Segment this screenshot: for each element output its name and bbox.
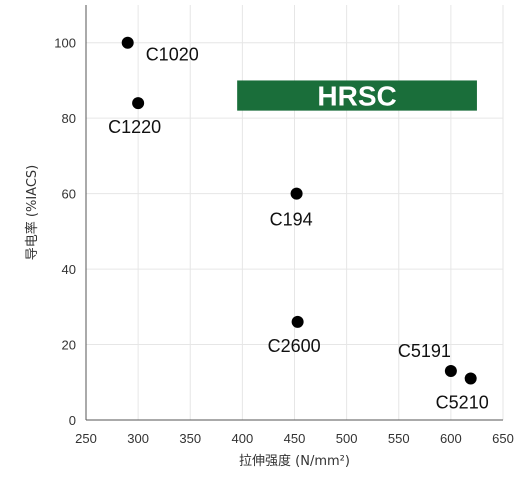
data-point — [464, 372, 477, 385]
y-tick-label: 60 — [62, 187, 76, 202]
data-point-label: C2600 — [268, 336, 321, 356]
data-point — [132, 97, 145, 110]
x-tick-label: 500 — [336, 431, 358, 446]
hrsc-banner-rect — [237, 80, 477, 111]
data-point-label: C1020 — [146, 45, 199, 65]
y-axis-label: 导电率 (%IACS) — [24, 165, 40, 260]
data-point-label: C194 — [270, 210, 313, 230]
x-tick-label: 650 — [492, 431, 514, 446]
y-tick-label: 100 — [54, 36, 76, 51]
hrsc-banner-text: HRSC — [317, 81, 396, 112]
data-point-label: C1220 — [108, 117, 161, 137]
axes — [85, 5, 503, 421]
y-tick-label: 40 — [62, 262, 76, 277]
data-point — [290, 187, 303, 200]
data-points: C1020 C1220 C194 C2600 C5191 C5210 — [108, 36, 489, 413]
data-point — [121, 36, 134, 49]
data-point-label: C5191 — [398, 341, 451, 361]
x-tick-label: 300 — [127, 431, 149, 446]
data-point-label: C5210 — [436, 393, 489, 413]
y-tick-label: 20 — [62, 338, 76, 353]
x-tick-label: 250 — [75, 431, 97, 446]
y-tick-label: 80 — [62, 111, 76, 126]
data-point — [291, 315, 304, 328]
y-tick-label: 0 — [69, 413, 76, 428]
x-tick-label: 400 — [232, 431, 254, 446]
x-tick-label: 350 — [179, 431, 201, 446]
hrsc-banner: HRSC — [237, 80, 477, 112]
x-tick-label: 450 — [284, 431, 306, 446]
x-axis-label: 拉伸强度 (N/mm²) — [239, 453, 350, 469]
x-tick-label: 550 — [388, 431, 410, 446]
x-axis-ticks: 250 300 350 400 450 500 550 600 650 — [75, 431, 514, 446]
data-point — [444, 364, 457, 377]
x-tick-label: 600 — [440, 431, 462, 446]
y-axis-ticks: 0 20 40 60 80 100 — [54, 36, 76, 428]
